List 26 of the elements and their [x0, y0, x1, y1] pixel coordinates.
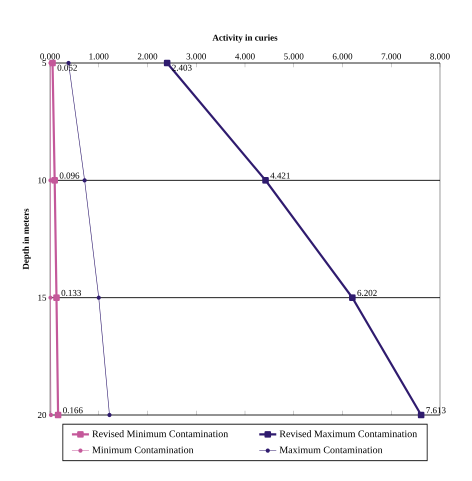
x-tick-label: 4.000 — [235, 53, 255, 60]
data-label: 4.421 — [270, 172, 290, 179]
y-tick-label: 10 — [38, 177, 46, 184]
x-tick-label: 2.000 — [138, 53, 158, 60]
x-tick-label: 3.000 — [186, 53, 206, 60]
data-label: 6.202 — [357, 290, 377, 296]
legend-label: Revised Maximum Contamination — [280, 430, 418, 438]
legend-label: Revised Minimum Contamination — [92, 430, 228, 438]
y-tick-label: 20 — [38, 412, 46, 418]
x-tick-label: 5.000 — [284, 53, 304, 60]
x-tick-label: 8.000 — [430, 53, 450, 60]
data-label: 0.166 — [63, 407, 83, 414]
x-axis-title: Activity in curies — [212, 34, 278, 43]
data-label: 0.133 — [62, 290, 81, 296]
legend-label: Minimum Contamination — [92, 446, 194, 454]
data-label: 0.096 — [60, 172, 80, 179]
data-label: 2.403 — [172, 64, 192, 71]
y-tick-label: 15 — [38, 294, 46, 301]
data-label: 7.613 — [426, 407, 446, 414]
x-tick-label: 0.000 — [40, 53, 60, 60]
y-axis-title: Depth in meters — [22, 208, 31, 270]
y-tick-label: 5 — [42, 60, 46, 66]
legend-label: Maximum Contamination — [280, 446, 382, 454]
x-tick-label: 6.000 — [332, 53, 352, 60]
x-tick-label: 7.000 — [382, 53, 401, 60]
x-tick-label: 1.000 — [89, 53, 108, 60]
